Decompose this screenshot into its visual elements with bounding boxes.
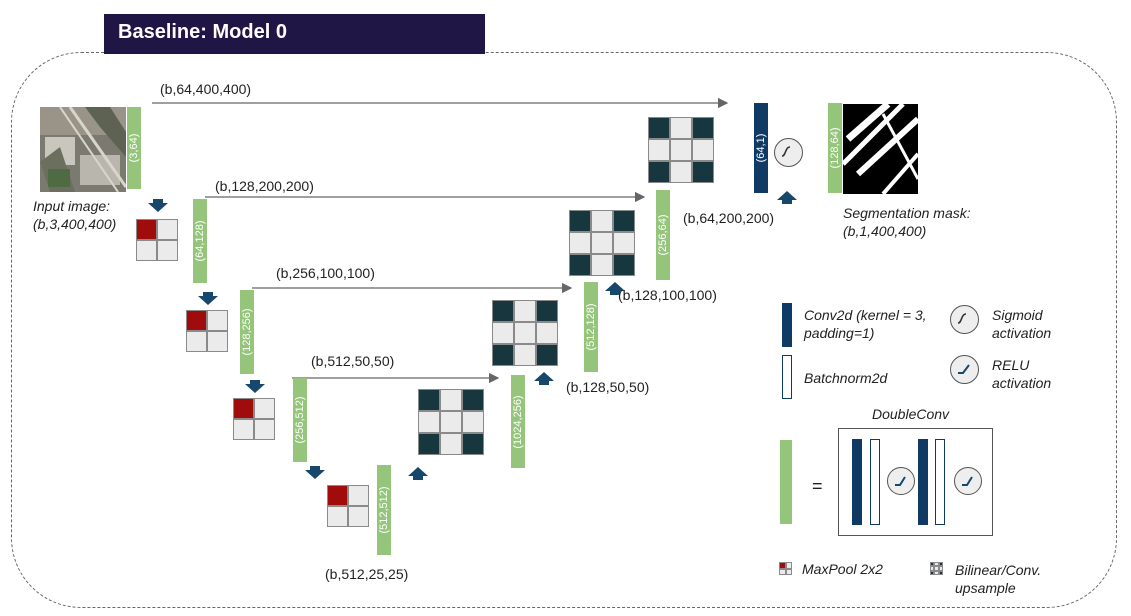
- legend-doubleconv-title: DoubleConv: [872, 406, 950, 422]
- upsample-icon: [648, 117, 714, 183]
- final-conv-block: (64,1): [754, 103, 768, 193]
- maxpool-icon: [136, 219, 178, 261]
- down-arrow-2: [198, 292, 218, 305]
- maxpool-icon: [233, 398, 275, 440]
- legend-equals: =: [812, 476, 823, 496]
- bottom-label: (b,512,25,25): [325, 566, 409, 582]
- legend-relu-label: RELU activation: [992, 357, 1052, 391]
- encoder-block-1: (3,64): [127, 107, 141, 189]
- up-arrow-2: [534, 372, 554, 385]
- legend-sigmoid-label: Sigmoid activation: [992, 307, 1052, 341]
- legend-bn-swatch: [782, 355, 792, 399]
- legend-bn-label: Batchnorm2d: [804, 370, 888, 386]
- segmentation-mask-image: [843, 104, 918, 194]
- legend-doubleconv-swatch: [780, 440, 792, 524]
- decoder-label-3: (b,128,50,50): [566, 379, 650, 395]
- maxpool-icon: [186, 310, 228, 352]
- decoder-label-1: (b,64,200,200): [683, 210, 775, 226]
- upsample-icon: [418, 389, 484, 455]
- input-caption-2: (b,3,400,400): [33, 216, 117, 232]
- decoder-block-3: (256,64): [656, 190, 670, 280]
- legend-maxpool-label: MaxPool 2x2: [802, 561, 883, 577]
- relu-icon: [954, 467, 982, 495]
- input-caption-1: Input image:: [33, 198, 111, 214]
- sigmoid-icon: [774, 138, 803, 167]
- relu-icon: [950, 355, 979, 384]
- conv-layer: [918, 439, 928, 525]
- legend-doubleconv-box: [838, 428, 993, 536]
- decoder-block-4: (128,64): [828, 103, 842, 193]
- batchnorm-layer: [935, 439, 945, 525]
- skip-label-1: (b,64,400,400): [160, 81, 252, 97]
- down-arrow-4: [305, 466, 325, 479]
- conv-layer: [852, 439, 862, 525]
- skip-label-2: (b,128,200,200): [215, 178, 314, 194]
- decoder-block-2: (512,128): [584, 282, 598, 372]
- legend-conv-swatch: [782, 303, 792, 347]
- skip-label-3: (b,256,100,100): [276, 265, 375, 281]
- up-arrow-4: [777, 191, 797, 204]
- output-caption-2: (b,1,400,400): [843, 223, 927, 239]
- input-satellite-image: [40, 107, 126, 192]
- decoder-label-2: (b,128,100,100): [618, 287, 717, 303]
- encoder-block-3: (128,256): [240, 290, 254, 374]
- encoder-block-4: (256,512): [293, 378, 307, 462]
- bottleneck-block: (512,512): [377, 465, 391, 555]
- model-frame: [11, 52, 1117, 608]
- encoder-block-2: (64,128): [193, 199, 207, 283]
- up-arrow-1: [408, 467, 428, 480]
- page-title: Baseline: Model 0: [104, 14, 485, 54]
- skip-label-4: (b,512,50,50): [311, 353, 395, 369]
- maxpool-icon: [779, 562, 792, 575]
- legend-upsample-label: Bilinear/Conv. upsample: [955, 562, 1042, 596]
- output-caption-1: Segmentation mask:: [843, 205, 971, 221]
- decoder-block-1: (1024,256): [511, 375, 525, 468]
- sigmoid-icon: [950, 305, 979, 334]
- relu-icon: [887, 467, 915, 495]
- maxpool-icon: [327, 485, 369, 527]
- upsample-icon: [569, 210, 635, 276]
- upsample-icon: [492, 300, 558, 366]
- down-arrow-1: [148, 199, 168, 212]
- up-arrow-3: [605, 282, 625, 295]
- upsample-icon: [930, 562, 943, 575]
- batchnorm-layer: [870, 439, 880, 525]
- legend-conv-label: Conv2d (kernel = 3, padding=1): [804, 307, 927, 341]
- down-arrow-3: [245, 380, 265, 393]
